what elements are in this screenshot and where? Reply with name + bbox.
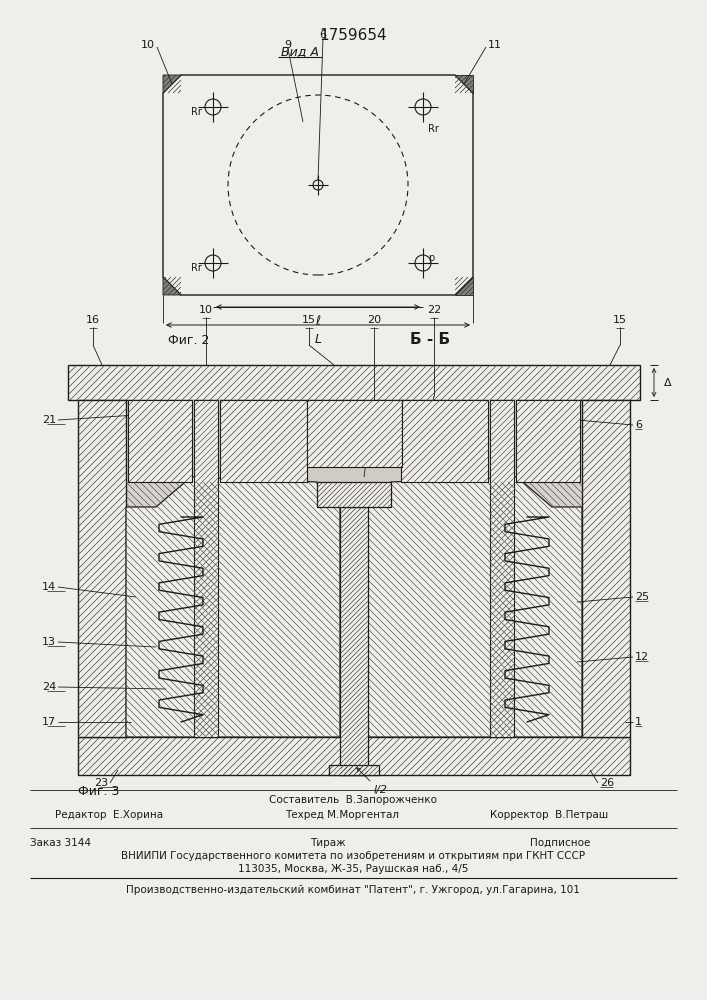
Polygon shape bbox=[368, 477, 582, 737]
Bar bbox=[317, 482, 391, 507]
Text: ВНИИПИ Государственного комитета по изобретениям и открытиям при ГКНТ СССР: ВНИИПИ Государственного комитета по изоб… bbox=[121, 851, 585, 861]
Text: 1: 1 bbox=[635, 717, 642, 727]
Text: 23: 23 bbox=[94, 778, 108, 788]
Bar bbox=[401, 400, 488, 482]
Polygon shape bbox=[455, 277, 473, 295]
Text: 1759654: 1759654 bbox=[319, 28, 387, 43]
Text: 15: 15 bbox=[302, 315, 316, 325]
Text: 25: 25 bbox=[635, 592, 649, 602]
Text: l/2: l/2 bbox=[374, 785, 388, 795]
Bar bbox=[78, 400, 126, 737]
Text: Корректор  В.Петраш: Корректор В.Петраш bbox=[490, 810, 608, 820]
Bar bbox=[194, 400, 218, 737]
Text: Б - Б: Б - Б bbox=[410, 332, 450, 348]
Text: Техред М.Моргентал: Техред М.Моргентал bbox=[285, 810, 399, 820]
Text: Подписное: Подписное bbox=[530, 838, 590, 848]
Text: ℓ: ℓ bbox=[315, 315, 320, 328]
Polygon shape bbox=[163, 277, 181, 295]
Text: L: L bbox=[315, 333, 322, 346]
Text: p: p bbox=[428, 253, 434, 263]
Bar bbox=[126, 400, 582, 737]
Bar bbox=[128, 400, 580, 482]
Text: Δ: Δ bbox=[664, 377, 672, 387]
Text: Тираж: Тираж bbox=[310, 838, 346, 848]
Text: Фиг. 3: Фиг. 3 bbox=[78, 785, 119, 798]
Polygon shape bbox=[455, 75, 473, 93]
Polygon shape bbox=[163, 75, 181, 93]
Bar bbox=[307, 400, 402, 467]
Text: Rr: Rr bbox=[191, 263, 202, 273]
Bar bbox=[582, 400, 630, 737]
Text: 21: 21 bbox=[42, 415, 56, 425]
Text: 113035, Москва, Ж-35, Раушская наб., 4/5: 113035, Москва, Ж-35, Раушская наб., 4/5 bbox=[238, 864, 468, 874]
Text: 6: 6 bbox=[320, 30, 327, 40]
Text: Составитель  В.Запорожченко: Составитель В.Запорожченко bbox=[269, 795, 437, 805]
Text: 12: 12 bbox=[635, 652, 649, 662]
Text: 22: 22 bbox=[427, 305, 441, 315]
Bar bbox=[516, 400, 580, 482]
Text: Rr: Rr bbox=[191, 107, 202, 117]
Bar bbox=[340, 507, 368, 775]
Text: 24: 24 bbox=[42, 682, 56, 692]
Text: 20: 20 bbox=[367, 315, 381, 325]
Bar bbox=[329, 765, 379, 775]
Text: Производственно-издательский комбинат "Патент", г. Ужгород, ул.Гагарина, 101: Производственно-издательский комбинат "П… bbox=[126, 885, 580, 895]
Text: 6: 6 bbox=[635, 420, 642, 430]
Text: Заказ 3144: Заказ 3144 bbox=[30, 838, 91, 848]
Text: 10: 10 bbox=[199, 305, 213, 315]
Text: 9: 9 bbox=[284, 40, 291, 50]
Bar bbox=[68, 365, 640, 400]
Bar bbox=[128, 400, 192, 482]
Text: 17: 17 bbox=[42, 717, 56, 727]
Text: Фиг. 2: Фиг. 2 bbox=[168, 334, 209, 347]
Text: Редактор  Е.Хорина: Редактор Е.Хорина bbox=[55, 810, 163, 820]
Bar bbox=[490, 400, 514, 737]
Polygon shape bbox=[163, 75, 473, 295]
Text: 11: 11 bbox=[488, 40, 502, 50]
Text: 15: 15 bbox=[613, 315, 627, 325]
Text: 26: 26 bbox=[600, 778, 614, 788]
Bar bbox=[220, 400, 307, 482]
Text: 14: 14 bbox=[42, 582, 56, 592]
Text: 10: 10 bbox=[141, 40, 155, 50]
Text: Вид А: Вид А bbox=[281, 45, 319, 58]
Text: 16: 16 bbox=[86, 315, 100, 325]
Text: 13: 13 bbox=[42, 637, 56, 647]
Bar bbox=[78, 737, 630, 775]
Text: Rr: Rr bbox=[428, 124, 439, 134]
Polygon shape bbox=[126, 477, 340, 737]
